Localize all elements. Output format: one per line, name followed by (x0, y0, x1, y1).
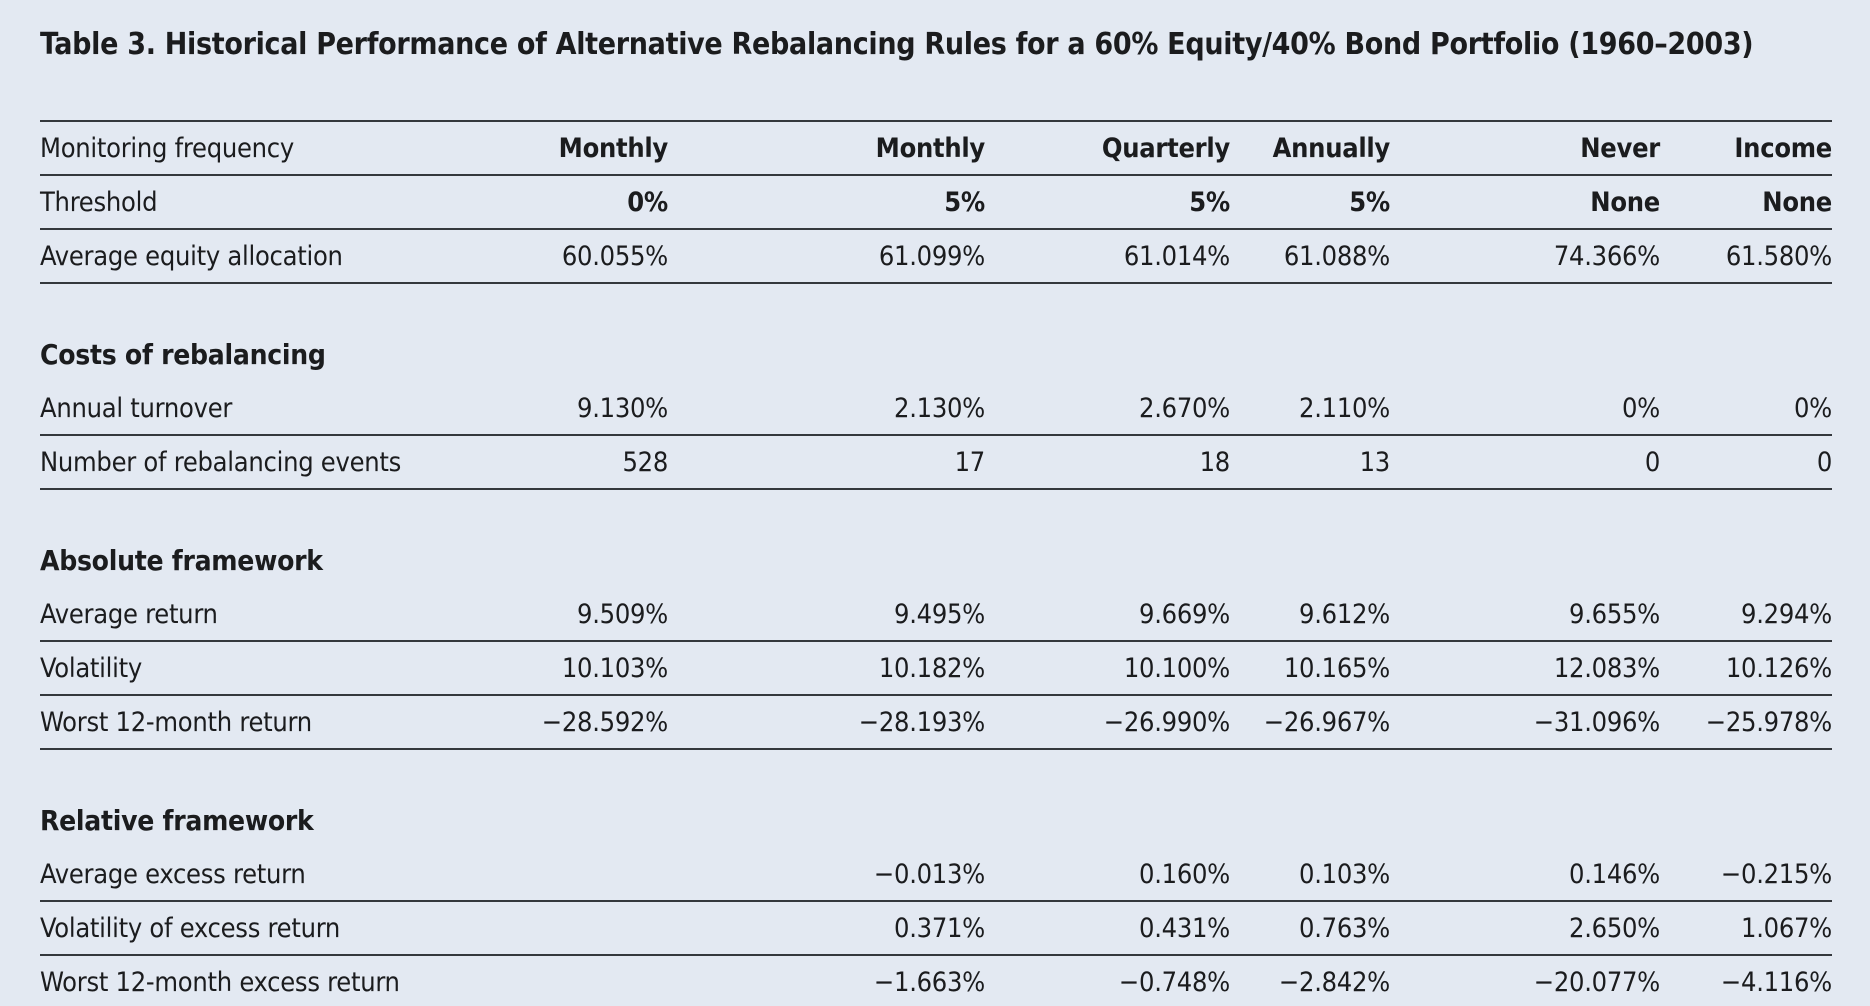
cell-value: −26.967% (1230, 695, 1390, 750)
cell-value: −2.842% (1230, 955, 1390, 1006)
cell-value: 9.130% (520, 382, 668, 436)
cell-value: 10.103% (520, 641, 668, 696)
cell-value: 1.067% (1660, 901, 1832, 956)
relative-framework-table: Average excess return −0.013% 0.160% 0.1… (40, 848, 1832, 1006)
column-header: Monthly (668, 121, 985, 176)
column-header: Monthly (520, 121, 668, 176)
cell-value: 0.763% (1230, 901, 1390, 956)
cell-value: −28.193% (668, 695, 985, 750)
cell-value: 9.495% (668, 588, 985, 642)
row-label: Worst 12-month return (40, 695, 520, 750)
cell-value: −31.096% (1390, 695, 1660, 750)
cell-value: None (1660, 175, 1832, 230)
cell-value: 0.146% (1390, 848, 1660, 902)
cell-value: 10.126% (1660, 641, 1832, 696)
row-label: Volatility of excess return (40, 901, 520, 956)
table-row-worst-12-month-return: Worst 12-month return −28.592% −28.193% … (40, 695, 1832, 750)
row-label: Number of rebalancing events (40, 435, 520, 490)
table-row-monitoring-frequency: Monitoring frequency Monthly Monthly Qua… (40, 121, 1832, 176)
row-label: Average return (40, 588, 520, 642)
cell-value: 12.083% (1390, 641, 1660, 696)
cell-value: 61.088% (1230, 229, 1390, 284)
cell-value: −1.663% (668, 955, 985, 1006)
cell-value-empty (520, 848, 668, 902)
column-header: Quarterly (985, 121, 1230, 176)
cell-value: 9.669% (985, 588, 1230, 642)
row-label: Annual turnover (40, 382, 520, 436)
column-header: Never (1390, 121, 1660, 176)
cell-value: 0.160% (985, 848, 1230, 902)
section-heading-costs-of-rebalancing: Costs of rebalancing (40, 338, 326, 371)
table-row-annual-turnover: Annual turnover 9.130% 2.130% 2.670% 2.1… (40, 382, 1832, 436)
cell-value: 0.371% (668, 901, 985, 956)
table-row-volatility-of-excess-return: Volatility of excess return 0.371% 0.431… (40, 901, 1832, 956)
cell-value: −0.215% (1660, 848, 1832, 902)
section-heading-relative-framework: Relative framework (40, 804, 314, 837)
cell-value: 61.014% (985, 229, 1230, 284)
table-row-number-of-rebalancing-events: Number of rebalancing events 528 17 18 1… (40, 435, 1832, 490)
cell-value: 10.182% (668, 641, 985, 696)
cell-value: 18 (985, 435, 1230, 490)
section-heading-absolute-framework: Absolute framework (40, 544, 323, 577)
cell-value-empty (520, 955, 668, 1006)
cell-value: 17 (668, 435, 985, 490)
cell-value: 0% (520, 175, 668, 230)
cell-value: −25.978% (1660, 695, 1832, 750)
cell-value: 5% (668, 175, 985, 230)
column-header: Income (1660, 121, 1832, 176)
cell-value: 13 (1230, 435, 1390, 490)
cell-value: −4.116% (1660, 955, 1832, 1006)
rebalancing-table-header-block: Monitoring frequency Monthly Monthly Qua… (40, 120, 1832, 284)
row-label: Worst 12-month excess return (40, 955, 520, 1006)
table-row-average-equity-allocation: Average equity allocation 60.055% 61.099… (40, 229, 1832, 284)
cell-value: 0% (1660, 382, 1832, 436)
cell-value: 61.099% (668, 229, 985, 284)
cell-value: 9.612% (1230, 588, 1390, 642)
cell-value: 2.130% (668, 382, 985, 436)
cell-value: 2.110% (1230, 382, 1390, 436)
row-label: Threshold (40, 175, 520, 230)
cell-value: 74.366% (1390, 229, 1660, 284)
cell-value: None (1390, 175, 1660, 230)
cell-value: −26.990% (985, 695, 1230, 750)
row-label: Volatility (40, 641, 520, 696)
cell-value: 528 (520, 435, 668, 490)
cell-value-empty (520, 901, 668, 956)
cell-value: −0.013% (668, 848, 985, 902)
cell-value: 0.431% (985, 901, 1230, 956)
cell-value: 0% (1390, 382, 1660, 436)
cell-value: 9.294% (1660, 588, 1832, 642)
cell-value: 0 (1660, 435, 1832, 490)
cell-value: 60.055% (520, 229, 668, 284)
cell-value: 2.650% (1390, 901, 1660, 956)
absolute-framework-table: Average return 9.509% 9.495% 9.669% 9.61… (40, 588, 1832, 750)
cell-value: 5% (985, 175, 1230, 230)
cell-value: −20.077% (1390, 955, 1660, 1006)
cell-value: 10.100% (985, 641, 1230, 696)
cell-value: 61.580% (1660, 229, 1832, 284)
cell-value: 2.670% (985, 382, 1230, 436)
table-row-worst-12-month-excess-return: Worst 12-month excess return −1.663% −0.… (40, 955, 1832, 1006)
table-title: Table 3. Historical Performance of Alter… (40, 27, 1754, 62)
row-label: Average excess return (40, 848, 520, 902)
cell-value: 9.509% (520, 588, 668, 642)
cell-value: −0.748% (985, 955, 1230, 1006)
cell-value: 0 (1390, 435, 1660, 490)
table-row-threshold: Threshold 0% 5% 5% 5% None None (40, 175, 1832, 230)
cell-value: −28.592% (520, 695, 668, 750)
cell-value: 0.103% (1230, 848, 1390, 902)
table-row-average-excess-return: Average excess return −0.013% 0.160% 0.1… (40, 848, 1832, 902)
table-row-volatility: Volatility 10.103% 10.182% 10.100% 10.16… (40, 641, 1832, 696)
costs-of-rebalancing-table: Annual turnover 9.130% 2.130% 2.670% 2.1… (40, 382, 1832, 490)
cell-value: 5% (1230, 175, 1390, 230)
row-label: Monitoring frequency (40, 121, 520, 176)
column-header: Annually (1230, 121, 1390, 176)
row-label: Average equity allocation (40, 229, 520, 284)
cell-value: 9.655% (1390, 588, 1660, 642)
cell-value: 10.165% (1230, 641, 1390, 696)
table-row-average-return: Average return 9.509% 9.495% 9.669% 9.61… (40, 588, 1832, 642)
